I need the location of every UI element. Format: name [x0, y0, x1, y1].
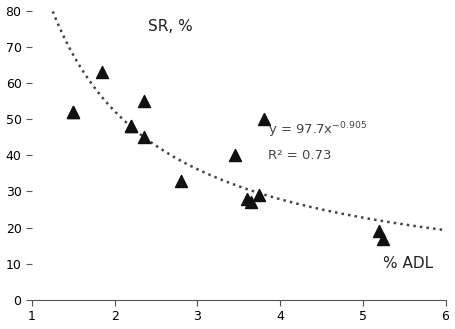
Point: [177, 178, 184, 183]
Point: [140, 98, 147, 104]
Point: [70, 109, 77, 114]
Point: [380, 236, 387, 241]
Point: [376, 229, 383, 234]
Point: [127, 124, 135, 129]
Text: y = 97.7x$^{-0.905}$: y = 97.7x$^{-0.905}$: [268, 120, 367, 140]
Point: [99, 69, 106, 75]
Point: [127, 124, 135, 129]
Point: [231, 153, 238, 158]
Point: [256, 192, 263, 198]
Point: [243, 196, 251, 201]
Point: [140, 135, 147, 140]
Text: % ADL: % ADL: [383, 256, 433, 271]
Text: SR, %: SR, %: [148, 19, 192, 34]
Point: [248, 200, 255, 205]
Text: R² = 0.73: R² = 0.73: [268, 149, 331, 162]
Point: [70, 109, 77, 114]
Point: [260, 116, 267, 122]
